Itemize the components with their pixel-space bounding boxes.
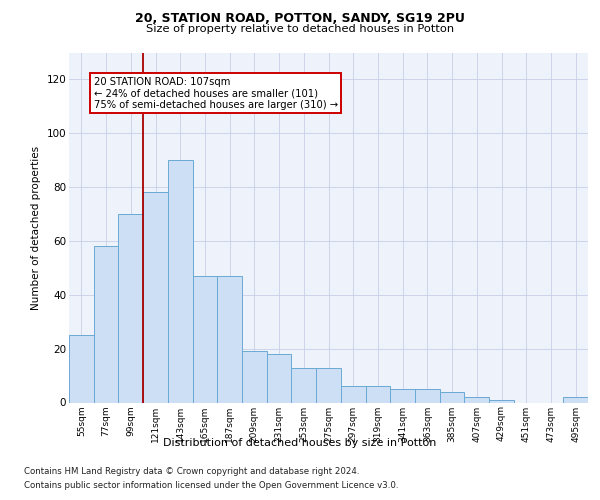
Bar	[217, 276, 242, 402]
Bar	[365, 386, 390, 402]
Bar	[94, 246, 118, 402]
Bar	[489, 400, 514, 402]
Bar	[341, 386, 365, 402]
Bar	[292, 368, 316, 402]
Text: 20, STATION ROAD, POTTON, SANDY, SG19 2PU: 20, STATION ROAD, POTTON, SANDY, SG19 2P…	[135, 12, 465, 26]
Bar	[390, 389, 415, 402]
Bar	[69, 335, 94, 402]
Text: Distribution of detached houses by size in Potton: Distribution of detached houses by size …	[163, 438, 437, 448]
Y-axis label: Number of detached properties: Number of detached properties	[31, 146, 41, 310]
Bar	[143, 192, 168, 402]
Bar	[440, 392, 464, 402]
Text: Contains HM Land Registry data © Crown copyright and database right 2024.: Contains HM Land Registry data © Crown c…	[24, 468, 359, 476]
Bar	[118, 214, 143, 402]
Text: 20 STATION ROAD: 107sqm
← 24% of detached houses are smaller (101)
75% of semi-d: 20 STATION ROAD: 107sqm ← 24% of detache…	[94, 76, 338, 110]
Bar	[464, 397, 489, 402]
Bar	[563, 397, 588, 402]
Bar	[193, 276, 217, 402]
Text: Size of property relative to detached houses in Potton: Size of property relative to detached ho…	[146, 24, 454, 34]
Bar	[316, 368, 341, 402]
Bar	[267, 354, 292, 403]
Bar	[415, 389, 440, 402]
Bar	[168, 160, 193, 402]
Text: Contains public sector information licensed under the Open Government Licence v3: Contains public sector information licen…	[24, 481, 398, 490]
Bar	[242, 352, 267, 403]
